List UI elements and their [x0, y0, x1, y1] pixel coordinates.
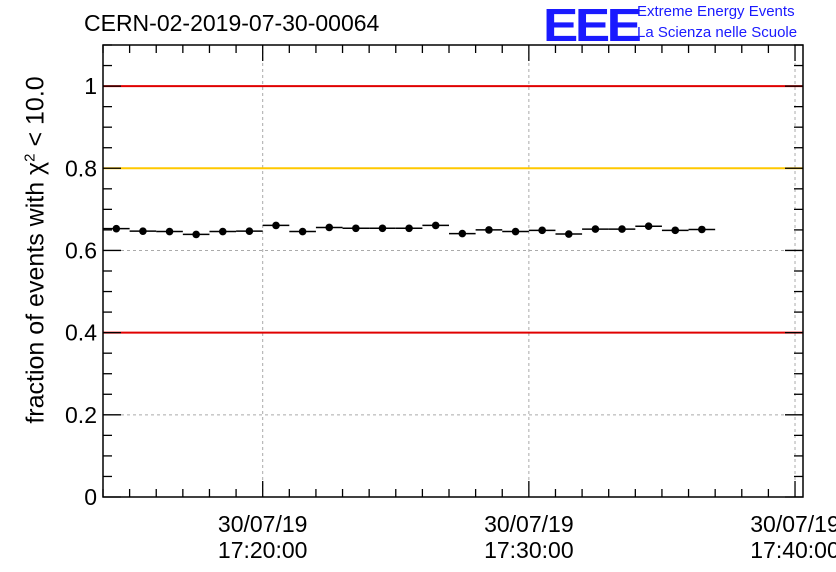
data-marker: [378, 224, 387, 233]
data-point: [502, 227, 529, 236]
data-marker: [245, 227, 254, 235]
data-point: [635, 222, 662, 231]
data-point: [582, 225, 609, 233]
y-axis-label-prefix: fraction of events with χ: [21, 161, 50, 424]
data-point: [688, 225, 716, 234]
data-marker: [618, 225, 626, 233]
data-marker: [671, 226, 680, 235]
data-marker: [352, 224, 360, 233]
logo-line-2: La Scienza nelle Scuole: [637, 24, 798, 41]
y-tick-label: 0: [84, 484, 97, 510]
data-point: [528, 226, 556, 235]
data-point: [315, 223, 343, 232]
y-tick-label: 0.4: [65, 320, 97, 346]
data-point: [182, 230, 210, 239]
data-marker: [405, 224, 413, 233]
y-tick-labels: 0 0.2 0.4 0.6 0.8 1: [65, 73, 97, 510]
reference-lines: [103, 85, 803, 334]
data-marker: [564, 230, 573, 238]
data-marker: [112, 224, 121, 233]
y-axis-label-sup: 2: [21, 153, 39, 162]
data-point: [555, 230, 583, 238]
data-marker: [139, 227, 147, 235]
data-marker: [644, 222, 653, 231]
run-title: CERN-02-2019-07-30-00064: [84, 10, 380, 36]
data-point: [475, 226, 503, 234]
y-tick-label: 0.6: [65, 237, 97, 263]
data-marker: [218, 227, 227, 236]
y-axis-label-suffix: < 10.0: [21, 76, 50, 154]
data-point: [129, 227, 157, 235]
data-marker: [272, 221, 280, 230]
data-marker: [485, 226, 493, 234]
data-point: [289, 227, 316, 236]
x-tick-label-time: 17:20:00: [218, 537, 308, 563]
x-tick-label-time: 17:40:00: [750, 537, 836, 563]
data-point: [608, 225, 636, 233]
y-tick-label: 0.8: [65, 155, 97, 181]
logo-line-1: Extreme Energy Events: [637, 3, 795, 20]
data-marker: [325, 223, 334, 232]
data-point: [342, 224, 370, 233]
data-marker: [298, 227, 307, 236]
x-tick-label-date: 30/07/19: [750, 511, 836, 537]
eee-logo: EEE: [543, 0, 642, 51]
data-point: [449, 229, 476, 238]
data-point: [395, 224, 423, 233]
data-marker: [192, 230, 200, 239]
data-marker: [431, 221, 440, 230]
data-marker: [165, 227, 174, 236]
data-marker: [458, 229, 467, 238]
data-point: [661, 226, 689, 235]
data-marker: [591, 225, 600, 233]
axis-ticks: [102, 44, 803, 498]
data-point: [369, 224, 396, 233]
data-marker: [538, 226, 546, 235]
x-tick-label-date: 30/07/19: [218, 511, 308, 537]
data-point: [236, 227, 263, 235]
data-points: [103, 221, 716, 239]
x-tick-label-time: 17:30:00: [484, 537, 574, 563]
grid-lines: [103, 45, 803, 497]
x-tick-labels: 30/07/1917:20:0030/07/1917:30:0030/07/19…: [218, 511, 836, 563]
x-tick-label-date: 30/07/19: [484, 511, 574, 537]
data-point: [422, 221, 450, 230]
plot-frame: [102, 44, 804, 498]
data-point: [209, 227, 237, 236]
data-marker: [698, 225, 706, 234]
y-tick-label: 0.2: [65, 402, 97, 428]
data-point: [262, 221, 290, 230]
data-point: [103, 224, 130, 233]
data-marker: [511, 227, 520, 236]
y-tick-label: 1: [84, 73, 97, 99]
data-point: [156, 227, 183, 236]
